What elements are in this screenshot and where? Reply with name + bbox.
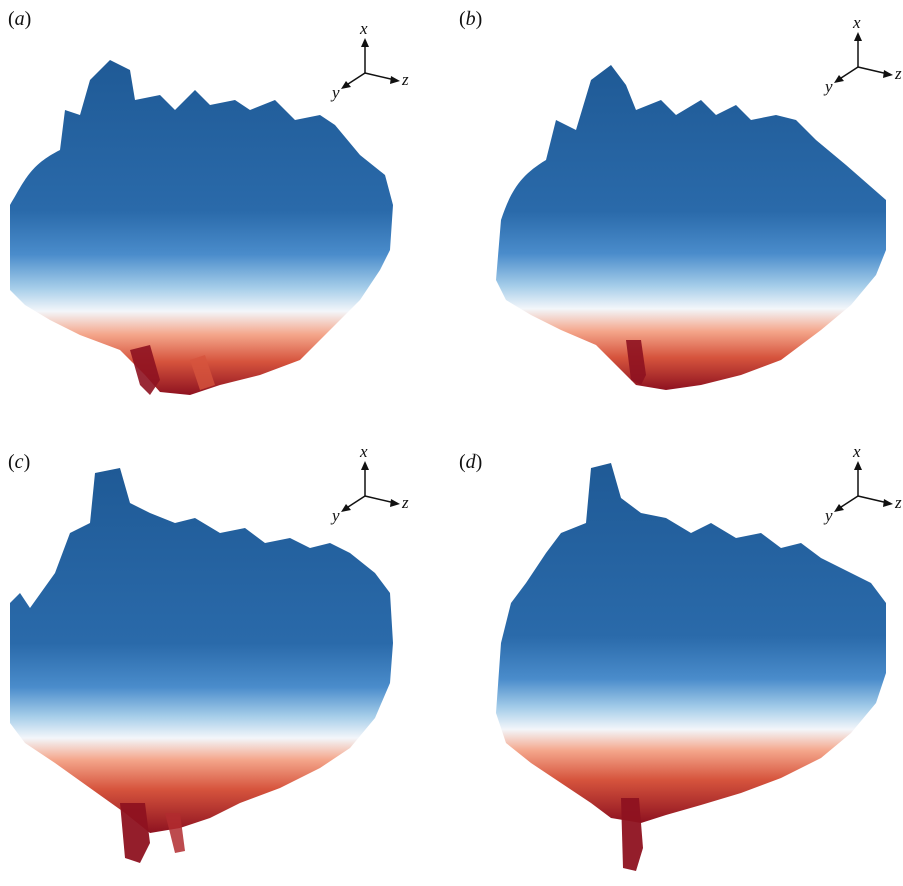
svg-text:x: x [359, 19, 368, 38]
svg-text:x: x [852, 13, 861, 32]
panel-a: (a) x z y [0, 0, 451, 443]
panel-label: (d) [459, 451, 483, 473]
panel-label: (b) [459, 8, 483, 30]
plume-shape-c [10, 468, 393, 833]
panel-d: (d) x z y [451, 442, 902, 886]
svg-text:z: z [401, 70, 409, 89]
plume-render-b [496, 65, 886, 390]
panel-c: (c) x z y [0, 442, 451, 886]
svg-text:z: z [401, 493, 409, 512]
axis-triad: x z y [330, 442, 409, 525]
svg-text:y: y [823, 506, 833, 525]
plume-shape-d [496, 463, 886, 823]
svg-text:x: x [852, 442, 861, 461]
svg-text:z: z [894, 64, 902, 83]
svg-text:y: y [330, 506, 340, 525]
svg-text:y: y [823, 77, 833, 96]
axis-triad: x z y [823, 13, 902, 96]
axis-triad: x z y [330, 19, 409, 102]
svg-text:y: y [330, 83, 340, 102]
plume-render-c [10, 468, 393, 863]
svg-text:x: x [359, 442, 368, 461]
svg-text:z: z [894, 493, 902, 512]
axis-triad: x z y [823, 442, 902, 525]
plume-shape-a [10, 60, 393, 395]
panel-label: (a) [8, 8, 32, 30]
plume-shape-b [496, 65, 886, 390]
panel-b: (b) x z y [451, 0, 902, 443]
panel-label: (c) [8, 451, 31, 473]
plume-render-d [496, 463, 886, 871]
plume-render-a [10, 60, 393, 395]
